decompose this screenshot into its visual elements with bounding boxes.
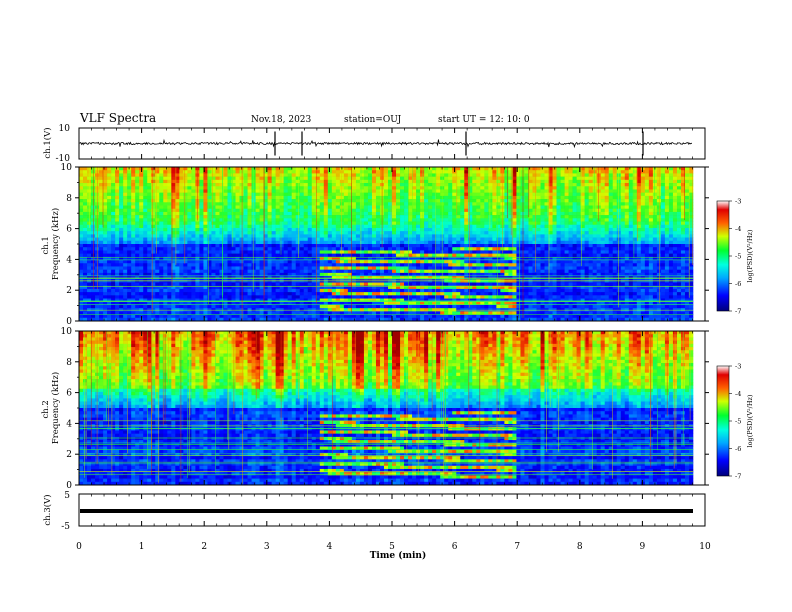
- ch1-ytick-bottom: -10: [56, 154, 71, 164]
- freq-tick-label: 10: [61, 163, 73, 173]
- freq-tick-label: 6: [66, 389, 72, 399]
- ch1-colorbar-ticks: -3 -4 -5 -6 -7: [729, 198, 741, 316]
- time-tick-label: 7: [514, 542, 520, 552]
- colorbar-tick-label: -6: [735, 445, 741, 453]
- freq-tick-label: 8: [66, 358, 72, 368]
- ch1-spectrogram-image: [79, 167, 694, 322]
- colorbar-tick-label: -5: [735, 418, 741, 426]
- ch2-label-channel: ch.2: [41, 400, 51, 418]
- time-tick-label: 4: [327, 542, 333, 552]
- colorbar-tick-label: -6: [735, 280, 741, 288]
- colorbar-tick-label: -5: [735, 253, 741, 261]
- colorbar-tick-label: -7: [735, 308, 741, 316]
- ch2-spectrogram-image: [79, 331, 694, 486]
- ch1-label-frequency: Frequency (kHz): [50, 208, 61, 280]
- ch1-waveform-trace: [79, 131, 692, 156]
- freq-tick-label: 2: [66, 450, 72, 460]
- time-tick-label: 2: [201, 542, 207, 552]
- freq-tick-label: 4: [66, 255, 72, 265]
- ch1-ytick-top: 10: [59, 124, 71, 134]
- time-tick-label: 10: [699, 542, 711, 552]
- freq-tick-label: 0: [66, 317, 72, 327]
- ch1-waveform-panel: 10 -10 ch.1(V): [42, 124, 706, 164]
- freq-tick-label: 0: [66, 481, 72, 491]
- ch2-spectrogram-ylabel: ch.2 Frequency (kHz): [41, 372, 61, 444]
- colorbar-tick-label: -4: [735, 390, 741, 398]
- chart-title: VLF Spectra: [79, 111, 156, 125]
- time-axis-label: Time (min): [370, 550, 427, 561]
- colorbar-tick-label: -7: [735, 473, 741, 481]
- ch3-waveform-panel: 5 -5 ch.3(V): [42, 491, 706, 532]
- station-label: station=OUJ: [344, 115, 402, 125]
- ch3-waveform-trace: [80, 509, 693, 513]
- colorbar-tick-label: -4: [735, 225, 741, 233]
- ch3-ytick-bottom: -5: [61, 522, 70, 532]
- freq-tick-label: 10: [61, 327, 73, 337]
- start-time-label: start UT = 12: 10: 0: [438, 115, 530, 125]
- colorbar-tick-label: -3: [735, 198, 741, 206]
- ch2-colorbar-label: log(PSD)(V²/Hz): [746, 394, 754, 447]
- time-tick-label: 9: [640, 542, 646, 552]
- freq-tick-label: 4: [66, 419, 72, 429]
- ch1-label-channel: ch.1: [41, 236, 51, 254]
- colorbar-tick-label: -3: [735, 363, 741, 371]
- ch2-colorbar: -3 -4 -5 -6 -7 log(PSD)(V²/Hz): [716, 363, 754, 481]
- ch1-colorbar-label: log(PSD)(V²/Hz): [746, 229, 754, 282]
- observation-date: Nov.18, 2023: [251, 115, 312, 125]
- ch2-freq-ticks: 0 2 4 6 8 10: [61, 327, 709, 491]
- ch1-spectrogram-ylabel: ch.1 Frequency (kHz): [41, 208, 61, 280]
- time-tick-label: 8: [577, 542, 583, 552]
- time-axis: 0 1 2 3 4 5 6 7 8 9 10: [76, 128, 711, 552]
- time-tick-label: 0: [76, 542, 82, 552]
- ch2-spectrogram-panel: 0 2 4 6 8 10 ch.2 Frequency (kHz): [41, 327, 709, 491]
- time-tick-label: 6: [452, 542, 458, 552]
- freq-tick-label: 8: [66, 194, 72, 204]
- freq-tick-label: 6: [66, 225, 72, 235]
- ch2-colorbar-ticks: -3 -4 -5 -6 -7: [729, 363, 741, 481]
- ch3-waveform-ylabel: ch.3(V): [42, 494, 53, 525]
- ch1-colorbar: -3 -4 -5 -6 -7 log(PSD)(V²/Hz): [716, 198, 754, 316]
- ch1-freq-ticks: 0 2 4 6 8 10: [61, 163, 709, 327]
- ch3-ytick-top: 5: [64, 491, 70, 501]
- time-tick-label: 1: [139, 542, 145, 552]
- freq-tick-label: 2: [66, 286, 72, 296]
- time-tick-label: 5: [389, 542, 395, 552]
- ch1-spectrogram-panel: 0 2 4 6 8 10 ch.1 Frequency (kHz): [41, 163, 709, 327]
- ch2-label-frequency: Frequency (kHz): [50, 372, 61, 444]
- time-tick-label: 3: [264, 542, 270, 552]
- ch1-waveform-ylabel: ch.1(V): [42, 127, 53, 158]
